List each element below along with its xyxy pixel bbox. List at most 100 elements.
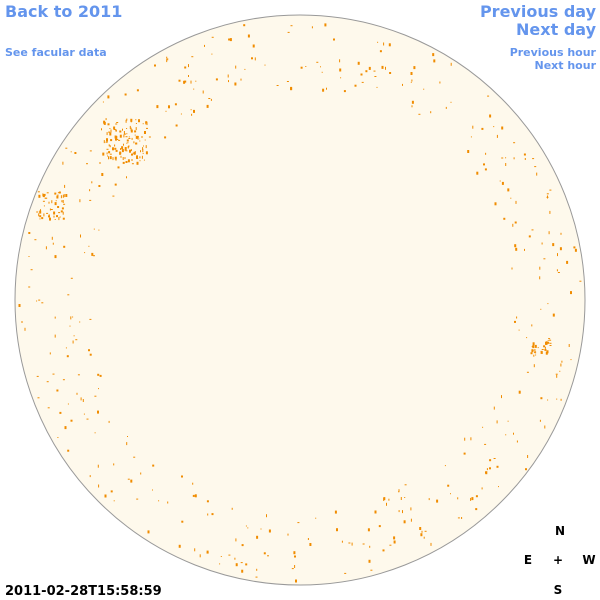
facula [61, 200, 63, 203]
facula [393, 536, 396, 540]
facula [428, 498, 430, 501]
facula [75, 339, 78, 341]
facula [525, 468, 527, 471]
facula [235, 65, 237, 69]
facula [108, 131, 111, 133]
facula [57, 192, 60, 194]
next-hour-link[interactable]: Next hour [535, 59, 597, 72]
facula [36, 211, 39, 213]
facula [549, 345, 552, 346]
facula [535, 351, 537, 354]
facula [450, 62, 452, 66]
facula [501, 181, 504, 185]
facula [219, 563, 221, 565]
facula [512, 223, 514, 227]
facula [113, 126, 116, 130]
facula [376, 86, 378, 88]
facula [115, 149, 118, 152]
facula [148, 136, 151, 138]
facula [190, 80, 192, 84]
facula [315, 517, 317, 519]
facula [110, 129, 112, 133]
facula [543, 258, 546, 260]
facula [560, 398, 562, 401]
facula [53, 211, 56, 215]
facula [73, 335, 75, 337]
facula [136, 161, 139, 165]
compass-center: + [553, 553, 563, 567]
facula [493, 458, 496, 459]
facula [234, 557, 236, 560]
facula [532, 342, 535, 346]
facula [109, 128, 111, 129]
facula [126, 133, 128, 135]
facula [383, 497, 386, 501]
facula [240, 562, 243, 564]
facula [513, 432, 514, 435]
facula [54, 192, 57, 195]
facula [167, 501, 169, 504]
facula [547, 341, 550, 344]
facula [139, 156, 141, 159]
facula [190, 109, 192, 111]
facula [475, 495, 478, 498]
facula [300, 66, 303, 69]
facula [91, 181, 93, 184]
facula [373, 70, 376, 72]
facula [106, 148, 109, 150]
facula [544, 425, 546, 429]
facula [505, 163, 507, 166]
facula [72, 340, 74, 344]
facula [142, 147, 144, 151]
facula [481, 127, 484, 130]
facula [88, 245, 90, 247]
facula [133, 151, 136, 155]
facula [108, 144, 110, 147]
facula [348, 542, 351, 544]
facula [507, 188, 510, 192]
facula [101, 128, 102, 131]
facula [119, 151, 121, 154]
previous-day-link[interactable]: Previous day [480, 2, 597, 21]
facula [420, 533, 423, 537]
back-link[interactable]: Back to 2011 [5, 2, 122, 21]
facula [141, 136, 143, 138]
facula [143, 159, 145, 161]
facula [48, 215, 50, 218]
facula [18, 304, 21, 307]
facula [42, 200, 45, 202]
facula [79, 321, 81, 323]
facula [484, 168, 487, 171]
facula [63, 194, 65, 198]
facula [144, 131, 146, 134]
facula [339, 59, 341, 63]
facula [63, 245, 66, 248]
facula [501, 395, 502, 399]
facula [120, 152, 122, 154]
facula [140, 472, 142, 475]
facula [341, 540, 343, 543]
facula [66, 355, 69, 358]
facula [41, 302, 44, 304]
next-day-link[interactable]: Next day [516, 20, 597, 39]
facula [114, 147, 117, 150]
facula [400, 497, 402, 500]
facula [28, 286, 31, 288]
facula [130, 149, 132, 152]
facula [126, 442, 128, 446]
previous-hour-link[interactable]: Previous hour [510, 46, 597, 59]
facula [178, 544, 181, 548]
facula [515, 200, 517, 204]
facula [532, 158, 535, 160]
facula [44, 197, 47, 199]
facula [424, 530, 427, 532]
facular-link[interactable]: See facular data [5, 46, 107, 59]
facula [436, 499, 439, 503]
facula [123, 134, 125, 138]
facula [293, 551, 296, 555]
facula [117, 166, 120, 169]
facula [220, 556, 222, 557]
facula [557, 272, 560, 273]
facula [105, 141, 108, 143]
facula [534, 344, 537, 348]
